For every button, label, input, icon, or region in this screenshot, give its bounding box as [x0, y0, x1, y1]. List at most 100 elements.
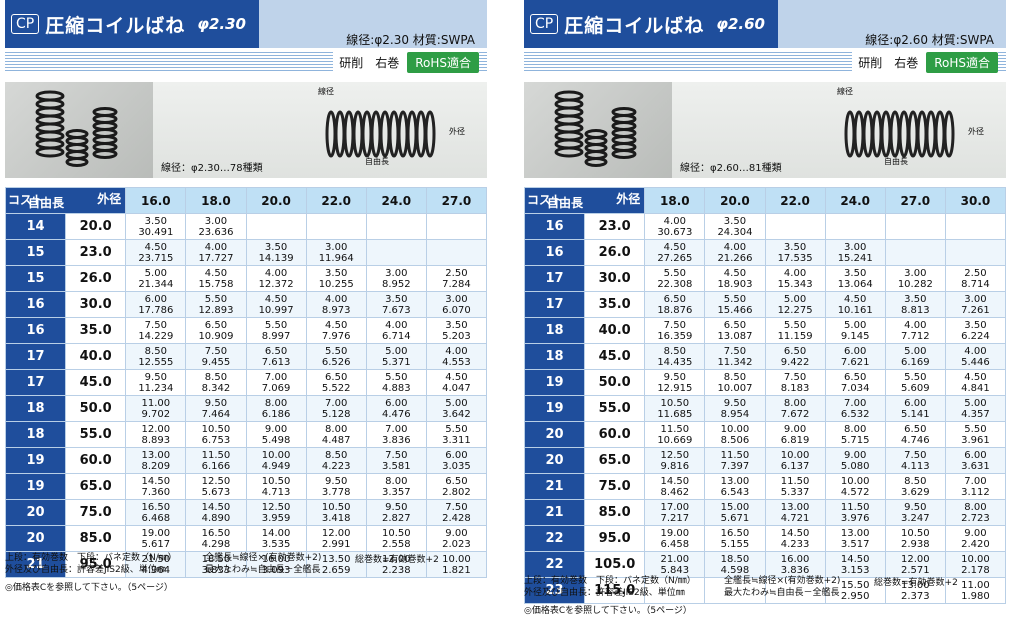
spring-cell[interactable]: 8.00 7.672	[764, 395, 826, 422]
spring-cell[interactable]: 16.50 5.155	[704, 525, 766, 552]
spring-cell[interactable]: 6.00 5.141	[884, 395, 946, 422]
spring-cell[interactable]: 8.00 4.487	[305, 421, 367, 448]
spring-cell[interactable]: 3.50 24.304	[704, 213, 766, 240]
spring-cell[interactable]	[425, 213, 488, 240]
spring-cell[interactable]: 17.00 7.217	[644, 499, 706, 526]
spring-cell[interactable]: 5.50 3.311	[425, 421, 488, 448]
spring-cell[interactable]: 7.00 6.532	[824, 395, 886, 422]
spring-cell[interactable]: 5.50 11.159	[764, 317, 826, 344]
spring-cell[interactable]: 7.50 2.428	[425, 499, 488, 526]
spring-cell[interactable]: 8.50 3.629	[884, 473, 946, 500]
spring-cell[interactable]: 10.00 4.949	[245, 447, 307, 474]
spring-cell[interactable]: 21.50 4.964	[125, 551, 187, 578]
spring-cell[interactable]: 12.00 2.571	[884, 551, 946, 578]
spring-cell[interactable]: 3.00 6.070	[425, 291, 488, 318]
spring-cell[interactable]: 10.00 2.178	[944, 551, 1007, 578]
spring-cell[interactable]: 6.00 3.035	[425, 447, 488, 474]
spring-cell[interactable]: 16.50 6.468	[125, 499, 187, 526]
spring-cell[interactable]: 10.50 3.418	[305, 499, 367, 526]
spring-cell[interactable]	[764, 577, 826, 604]
spring-cell[interactable]: 4.50 10.997	[245, 291, 307, 318]
spring-cell[interactable]: 3.00 8.952	[365, 265, 427, 292]
spring-cell[interactable]: 7.00 3.112	[944, 473, 1007, 500]
spring-cell[interactable]: 18.50 3.833	[185, 551, 247, 578]
spring-cell[interactable]: 5.50 3.961	[944, 421, 1007, 448]
spring-cell[interactable]: 4.50 15.758	[185, 265, 247, 292]
spring-cell[interactable]: 3.50 5.203	[425, 317, 488, 344]
spring-cell[interactable]: 16.00 3.093	[245, 551, 307, 578]
spring-cell[interactable]: 10.50 2.558	[365, 525, 427, 552]
spring-cell[interactable]: 4.00 21.266	[704, 239, 766, 266]
spring-cell[interactable]: 7.00 5.128	[305, 395, 367, 422]
spring-cell[interactable]: 3.00 11.964	[305, 239, 367, 266]
spring-cell[interactable]: 9.50 8.954	[704, 395, 766, 422]
spring-cell[interactable]: 3.50 14.139	[245, 239, 307, 266]
spring-cell[interactable]: 5.50 6.526	[305, 343, 367, 370]
spring-cell[interactable]: 4.50 4.841	[944, 369, 1007, 396]
spring-cell[interactable]	[365, 239, 427, 266]
spring-cell[interactable]: 5.50 15.466	[704, 291, 766, 318]
spring-cell[interactable]: 6.00 17.786	[125, 291, 187, 318]
spring-cell[interactable]: 8.50 14.435	[644, 343, 706, 370]
spring-cell[interactable]: 4.00 17.727	[185, 239, 247, 266]
spring-cell[interactable]: 4.00 15.343	[764, 265, 826, 292]
spring-cell[interactable]: 5.00 6.169	[884, 343, 946, 370]
spring-cell[interactable]: 12.00 8.893	[125, 421, 187, 448]
spring-cell[interactable]: 3.50 8.813	[884, 291, 946, 318]
spring-cell[interactable]: 6.00 7.621	[824, 343, 886, 370]
spring-cell[interactable]: 14.50 8.462	[644, 473, 706, 500]
spring-cell[interactable]: 4.50 27.265	[644, 239, 706, 266]
spring-cell[interactable]: 3.50 6.224	[944, 317, 1007, 344]
spring-cell[interactable]: 4.00 4.553	[425, 343, 488, 370]
spring-cell[interactable]: 8.00 5.715	[824, 421, 886, 448]
spring-cell[interactable]: 13.00 4.721	[764, 499, 826, 526]
spring-cell[interactable]: 7.50 11.342	[704, 343, 766, 370]
spring-cell[interactable]: 16.50 4.298	[185, 525, 247, 552]
spring-cell[interactable]: 11.50 6.166	[185, 447, 247, 474]
spring-cell[interactable]: 3.00 23.636	[185, 213, 247, 240]
spring-cell[interactable]: 9.00 6.819	[764, 421, 826, 448]
spring-cell[interactable]: 12.50 5.673	[185, 473, 247, 500]
spring-cell[interactable]: 13.00 8.209	[125, 447, 187, 474]
spring-cell[interactable]: 7.50 14.229	[125, 317, 187, 344]
spring-cell[interactable]: 6.50 18.876	[644, 291, 706, 318]
spring-cell[interactable]: 9.00 5.498	[245, 421, 307, 448]
spring-cell[interactable]: 8.00 3.357	[365, 473, 427, 500]
spring-cell[interactable]: 13.00 3.517	[824, 525, 886, 552]
spring-cell[interactable]: 4.00 6.714	[365, 317, 427, 344]
spring-cell[interactable]: 7.50 9.455	[185, 343, 247, 370]
spring-cell[interactable]: 12.50 3.959	[245, 499, 307, 526]
spring-cell[interactable]: 4.00 7.712	[884, 317, 946, 344]
spring-cell[interactable]: 11.50 10.669	[644, 421, 706, 448]
spring-cell[interactable]: 3.50 7.673	[365, 291, 427, 318]
spring-cell[interactable]	[644, 577, 706, 604]
spring-cell[interactable]	[305, 213, 367, 240]
spring-cell[interactable]: 4.50 7.976	[305, 317, 367, 344]
spring-cell[interactable]: 19.00 6.458	[644, 525, 706, 552]
spring-cell[interactable]	[425, 239, 488, 266]
spring-cell[interactable]: 6.50 5.522	[305, 369, 367, 396]
spring-cell[interactable]: 9.50 3.247	[884, 499, 946, 526]
spring-cell[interactable]: 11.00 1.980	[944, 577, 1007, 604]
spring-cell[interactable]: 3.00 15.241	[824, 239, 886, 266]
spring-cell[interactable]: 19.00 5.617	[125, 525, 187, 552]
spring-cell[interactable]: 9.50 2.827	[365, 499, 427, 526]
spring-cell[interactable]: 9.50 11.234	[125, 369, 187, 396]
spring-cell[interactable]: 11.50 3.976	[824, 499, 886, 526]
spring-cell[interactable]: 10.50 2.938	[884, 525, 946, 552]
spring-cell[interactable]: 9.00 2.420	[944, 525, 1007, 552]
spring-cell[interactable]: 3.00 7.261	[944, 291, 1007, 318]
spring-cell[interactable]: 14.50 7.360	[125, 473, 187, 500]
spring-cell[interactable]: 6.50 13.087	[704, 317, 766, 344]
spring-cell[interactable]	[824, 213, 886, 240]
spring-cell[interactable]	[365, 213, 427, 240]
spring-cell[interactable]: 5.00 9.145	[824, 317, 886, 344]
spring-cell[interactable]: 3.50 30.491	[125, 213, 187, 240]
spring-cell[interactable]: 6.00 4.476	[365, 395, 427, 422]
spring-cell[interactable]: 5.00 3.642	[425, 395, 488, 422]
spring-cell[interactable]: 10.00 6.137	[764, 447, 826, 474]
spring-cell[interactable]: 6.50 10.909	[185, 317, 247, 344]
spring-cell[interactable]: 15.00 5.671	[704, 499, 766, 526]
spring-cell[interactable]: 16.00 3.836	[764, 551, 826, 578]
spring-cell[interactable]: 3.50 17.535	[764, 239, 826, 266]
